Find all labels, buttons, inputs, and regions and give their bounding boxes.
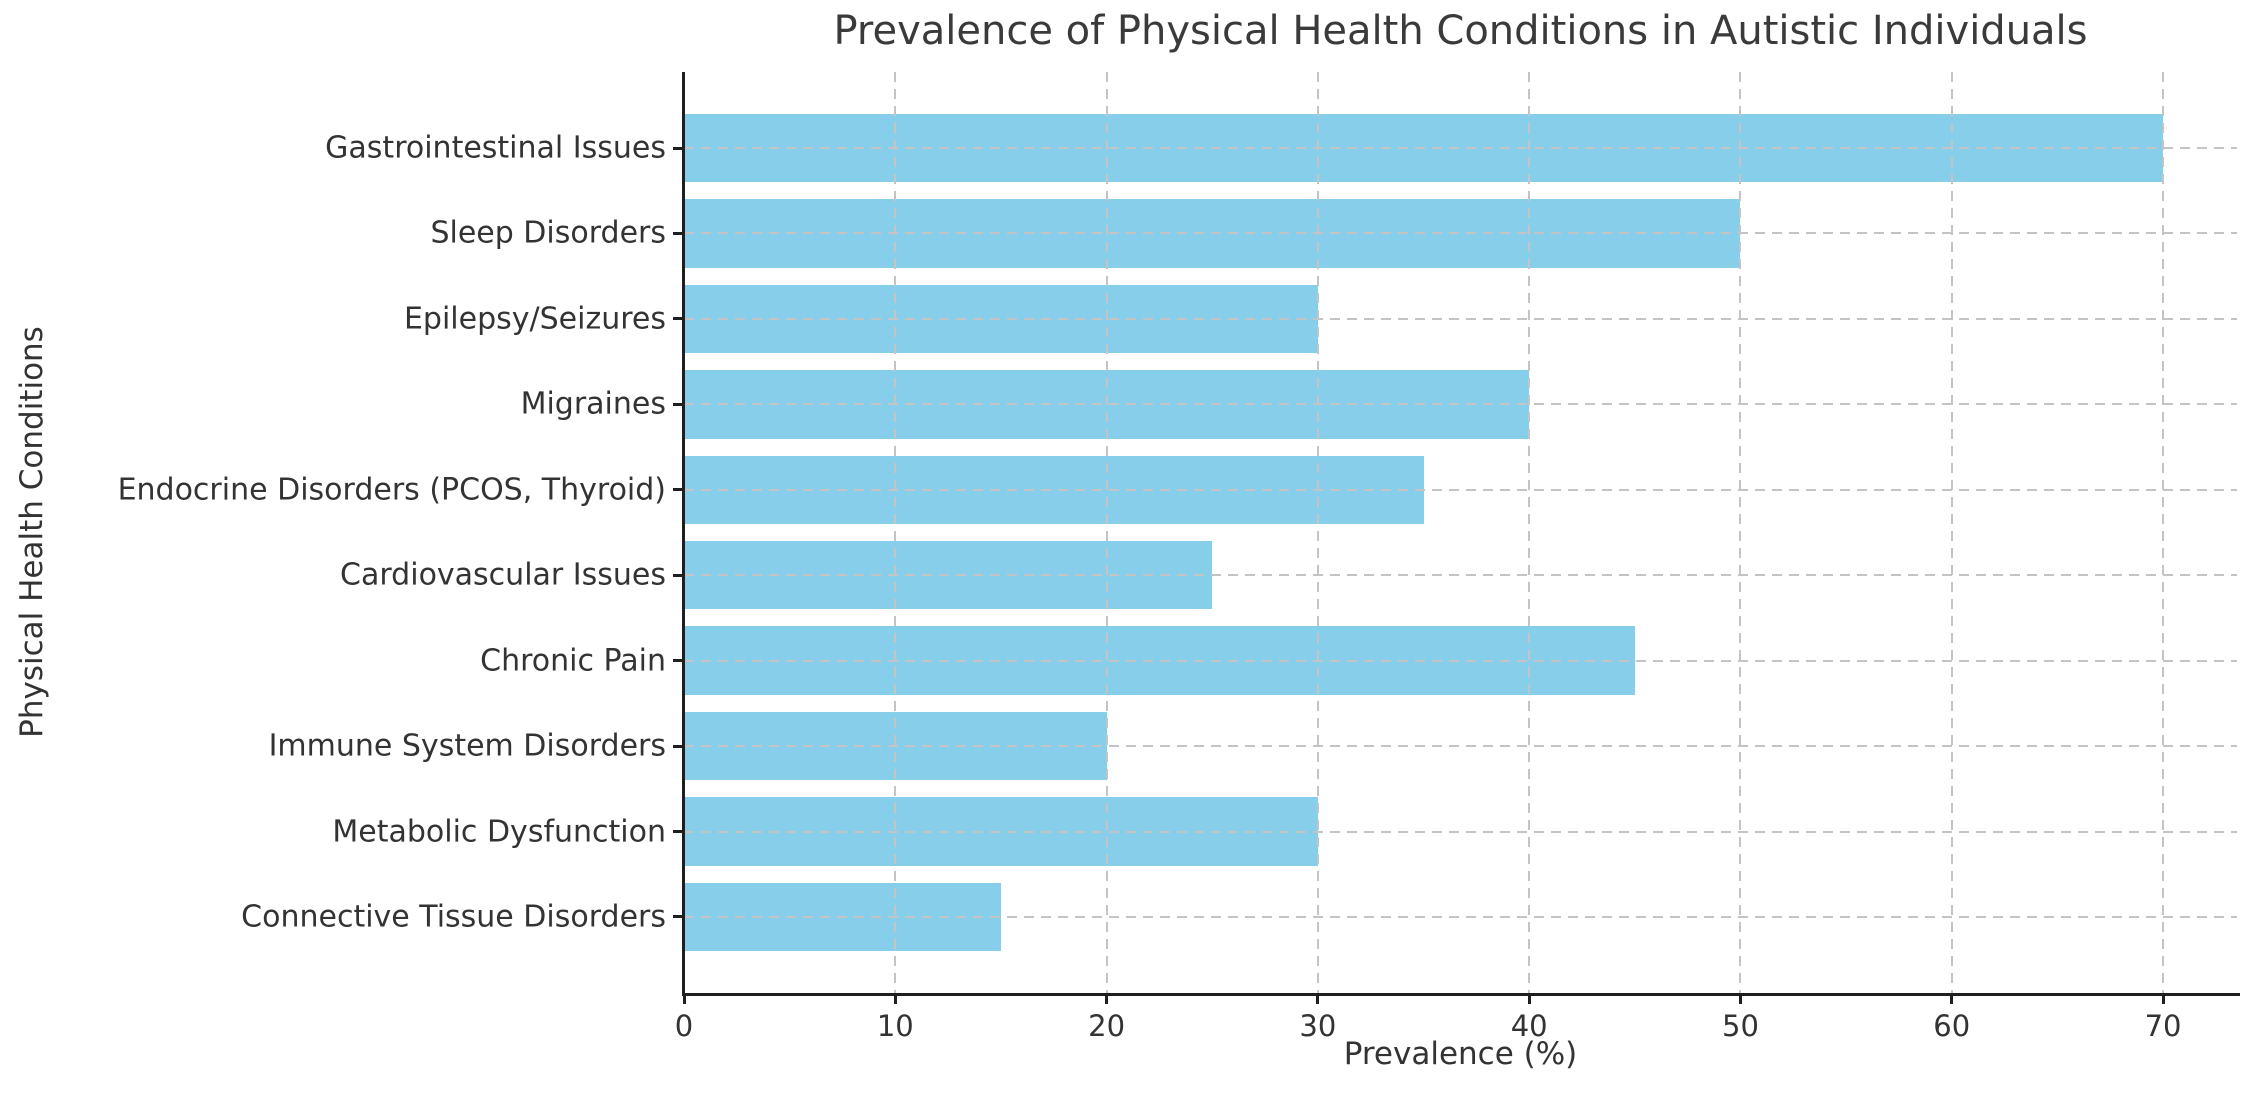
h-gridline xyxy=(684,659,2237,662)
y-category-label: Cardiovascular Issues xyxy=(340,557,666,593)
x-tick-mark xyxy=(893,993,897,1004)
x-axis-label: Prevalence (%) xyxy=(1343,1036,1578,1072)
y-category-label: Sleep Disorders xyxy=(430,215,666,251)
x-tick-mark xyxy=(682,993,686,1004)
y-category-label: Chronic Pain xyxy=(480,643,666,679)
h-gridline xyxy=(684,745,2237,748)
v-gridline xyxy=(1105,72,1108,993)
x-tick-label: 50 xyxy=(1722,1009,1759,1043)
bottom-axis-spine xyxy=(682,993,2240,996)
h-gridline xyxy=(684,403,2237,406)
v-gridline xyxy=(1316,72,1319,993)
x-tick-label: 10 xyxy=(876,1009,914,1043)
y-category-label: Migraines xyxy=(520,386,666,422)
x-tick-mark xyxy=(1105,993,1109,1004)
h-gridline xyxy=(684,830,2237,833)
h-gridline xyxy=(684,915,2237,918)
x-tick-label: 40 xyxy=(1510,1009,1548,1043)
x-tick-label: 0 xyxy=(674,1009,694,1043)
y-tick-mark xyxy=(673,744,684,748)
y-tick-mark xyxy=(673,146,684,150)
y-category-label: Endocrine Disorders (PCOS, Thyroid) xyxy=(117,472,666,508)
x-tick-mark xyxy=(2161,993,2165,1004)
y-tick-mark xyxy=(673,915,684,919)
v-gridline xyxy=(1528,72,1531,993)
v-gridline xyxy=(894,72,897,993)
y-category-label: Immune System Disorders xyxy=(268,728,666,764)
v-gridline xyxy=(1739,72,1742,993)
y-tick-mark xyxy=(673,573,684,577)
x-tick-mark xyxy=(1527,993,1531,1004)
x-tick-mark xyxy=(1950,993,1954,1004)
x-tick-label: 20 xyxy=(1088,1009,1126,1043)
v-gridline xyxy=(1950,72,1953,993)
left-axis-spine xyxy=(682,72,685,996)
y-tick-mark xyxy=(673,488,684,492)
y-tick-mark xyxy=(673,830,684,834)
h-gridline xyxy=(684,232,2237,235)
y-category-label: Gastrointestinal Issues xyxy=(325,130,666,166)
y-tick-mark xyxy=(673,659,684,663)
y-category-label: Metabolic Dysfunction xyxy=(332,814,666,850)
chart-title: Prevalence of Physical Health Conditions… xyxy=(833,8,2088,54)
y-tick-mark xyxy=(673,231,684,235)
y-tick-mark xyxy=(673,402,684,406)
y-category-label: Connective Tissue Disorders xyxy=(241,899,666,935)
h-gridline xyxy=(684,488,2237,491)
x-tick-mark xyxy=(1738,993,1742,1004)
x-tick-label: 60 xyxy=(1933,1009,1971,1043)
x-tick-label: 70 xyxy=(2144,1009,2182,1043)
h-gridline xyxy=(684,147,2237,150)
h-gridline xyxy=(684,317,2237,320)
h-gridline xyxy=(684,574,2237,577)
y-category-label: Epilepsy/Seizures xyxy=(403,301,666,337)
x-tick-label: 30 xyxy=(1299,1009,1337,1043)
x-tick-mark xyxy=(1316,993,1320,1004)
v-gridline xyxy=(2162,72,2165,993)
y-tick-mark xyxy=(673,317,684,321)
